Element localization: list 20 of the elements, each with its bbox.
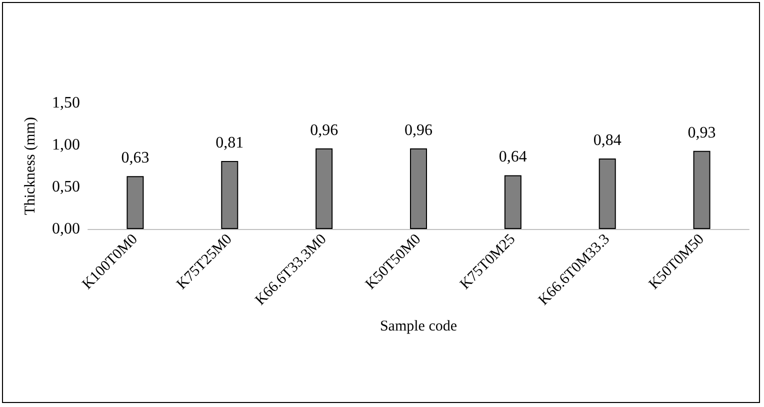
y-axis-title: Thickness (mm)	[22, 117, 38, 215]
x-axis-title: Sample code	[380, 318, 458, 334]
data-label: 0,96	[310, 122, 338, 139]
bar	[316, 148, 333, 229]
data-label: 0,64	[498, 148, 527, 166]
data-label: 0,93	[688, 124, 716, 142]
y-tick-label: 0,50	[52, 178, 80, 196]
data-label: 0,63	[121, 150, 150, 167]
bar	[504, 175, 522, 229]
bar	[410, 148, 427, 229]
bar	[126, 176, 144, 229]
y-tick-label: 0,00	[52, 220, 80, 238]
data-label: 0,84	[593, 132, 622, 149]
bar	[693, 150, 710, 229]
y-tick-label: 1,50	[52, 94, 80, 112]
bar	[221, 160, 238, 229]
data-label: 0,81	[216, 134, 244, 152]
y-tick-label: 1,00	[52, 136, 80, 154]
data-label: 0,96	[404, 122, 432, 139]
bar	[598, 158, 616, 229]
